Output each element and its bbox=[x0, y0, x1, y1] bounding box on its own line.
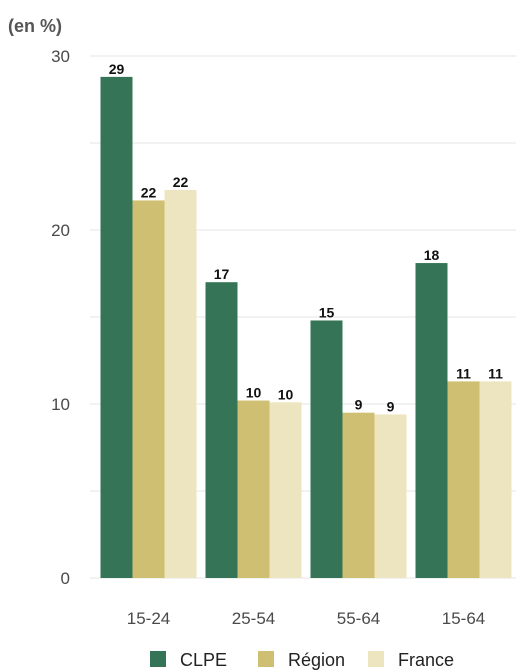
data-label: 9 bbox=[387, 398, 395, 414]
data-label: 11 bbox=[488, 365, 503, 381]
legend-swatch bbox=[368, 651, 384, 667]
data-label: 29 bbox=[109, 61, 125, 77]
data-label: 22 bbox=[173, 174, 189, 190]
x-tick-label: 15-24 bbox=[127, 609, 170, 628]
data-label: 22 bbox=[141, 184, 157, 200]
data-label: 18 bbox=[424, 247, 440, 263]
bar-france-25-54 bbox=[269, 402, 302, 578]
x-tick-label: 25-54 bbox=[232, 609, 275, 628]
legend-label: Région bbox=[288, 650, 345, 670]
data-label: 11 bbox=[456, 365, 471, 381]
bar-rgion-15-24 bbox=[132, 200, 165, 579]
data-label: 10 bbox=[246, 385, 262, 401]
legend-label: France bbox=[398, 650, 454, 670]
bar-france-55-64 bbox=[374, 414, 407, 578]
bar-clpe-25-54 bbox=[205, 282, 238, 578]
bar-clpe-15-24 bbox=[100, 76, 133, 578]
legend: CLPE Région France bbox=[150, 650, 454, 670]
bar-clpe-55-64 bbox=[310, 320, 343, 578]
legend-swatch bbox=[150, 651, 166, 667]
bar-rgion-55-64 bbox=[342, 412, 375, 578]
x-axis-ticks: 15-24 25-54 55-64 15-64 bbox=[127, 609, 485, 628]
y-tick-label: 0 bbox=[61, 569, 70, 588]
y-axis-ticks: 0 10 20 30 bbox=[51, 47, 70, 588]
y-tick-label: 30 bbox=[51, 47, 70, 66]
bars bbox=[100, 76, 512, 579]
y-tick-label: 20 bbox=[51, 221, 70, 240]
x-tick-label: 15-64 bbox=[442, 609, 485, 628]
data-label: 9 bbox=[355, 397, 363, 413]
legend-label: CLPE bbox=[180, 650, 227, 670]
bar-rgion-25-54 bbox=[237, 400, 270, 578]
bar-clpe-15-64 bbox=[415, 263, 448, 578]
bar-france-15-64 bbox=[479, 381, 512, 578]
legend-swatch bbox=[258, 651, 274, 667]
bar-rgion-15-64 bbox=[447, 381, 480, 578]
y-tick-label: 10 bbox=[51, 395, 70, 414]
data-labels: 29 22 22 17 10 10 15 9 9 18 11 11 bbox=[109, 61, 503, 415]
x-tick-label: 55-64 bbox=[337, 609, 380, 628]
bar-france-15-24 bbox=[164, 189, 197, 579]
data-label: 17 bbox=[214, 266, 230, 282]
data-label: 15 bbox=[319, 304, 335, 320]
y-unit-label: (en %) bbox=[8, 16, 62, 36]
data-label: 10 bbox=[278, 386, 294, 402]
